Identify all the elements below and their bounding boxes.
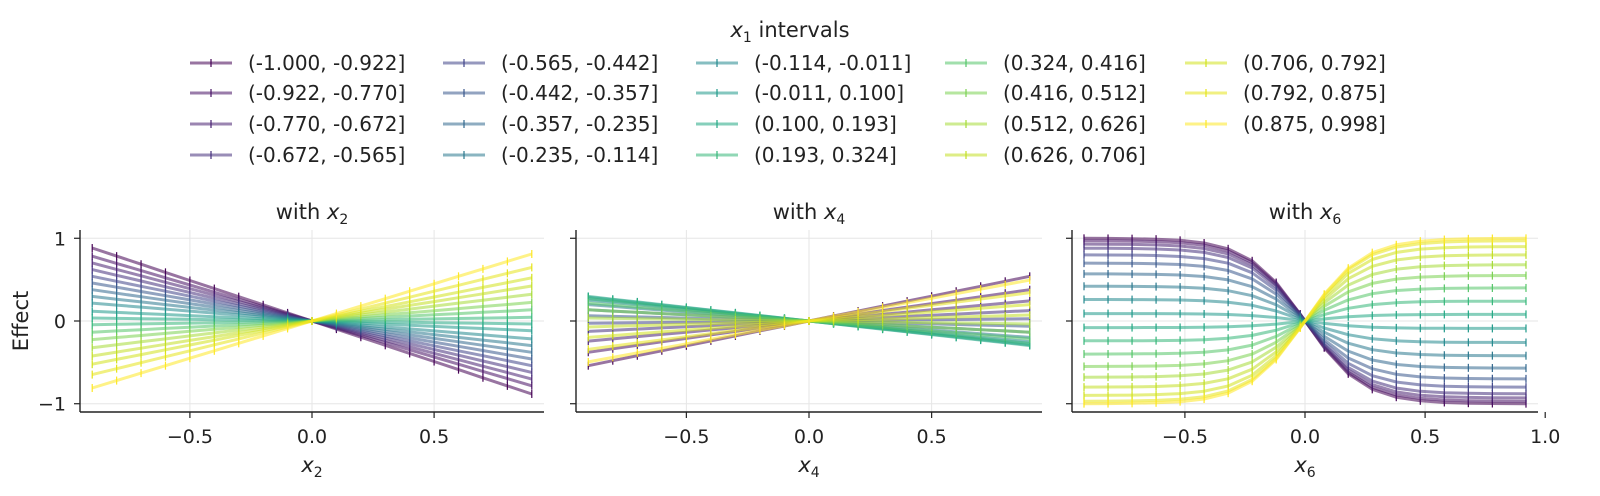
title-prefix: with <box>773 200 824 224</box>
title-prefix: with <box>276 200 327 224</box>
x-tick-label: 0.0 <box>1290 426 1320 448</box>
title-subscript: 2 <box>339 212 348 228</box>
x-tick-label: 0.5 <box>1410 426 1440 448</box>
legend-label: (0.100, 0.193] <box>754 112 897 136</box>
x-tick-label: 0.0 <box>297 426 327 448</box>
x-axis-label: x6 <box>1293 453 1315 481</box>
legend-entry: (0.792, 0.875] <box>1185 81 1386 105</box>
legend-label: (-0.442, -0.357] <box>501 81 658 105</box>
legend-entry: (-0.770, -0.672] <box>190 112 405 136</box>
legend-label: (0.706, 0.792] <box>1243 51 1386 75</box>
x-tick-label: 0.5 <box>917 426 947 448</box>
y-tick-label: 1 <box>54 228 66 250</box>
legend-label: (-0.114, -0.011] <box>754 51 911 75</box>
legend-label: (-0.672, -0.565] <box>248 143 405 167</box>
x-tick-label: −0.5 <box>167 426 213 448</box>
legend-label: (0.626, 0.706] <box>1003 143 1146 167</box>
legend-entry: (-0.672, -0.565] <box>190 143 405 167</box>
legend-entry: (0.416, 0.512] <box>945 81 1146 105</box>
legend-entry: (-0.114, -0.011] <box>696 51 911 75</box>
x-tick-label: 0.5 <box>419 426 449 448</box>
title-var: x <box>823 200 837 224</box>
x-label-subscript: 4 <box>811 465 820 481</box>
legend-label: (0.875, 0.998] <box>1243 112 1386 136</box>
legend-label: (-0.770, -0.672] <box>248 112 405 136</box>
y-tick-label: 0 <box>54 311 66 333</box>
legend-label: (-0.565, -0.442] <box>501 51 658 75</box>
legend-label: (0.193, 0.324] <box>754 143 897 167</box>
legend-entry: (0.706, 0.792] <box>1185 51 1386 75</box>
legend-entry: (-0.442, -0.357] <box>443 81 658 105</box>
x-axis-label: x4 <box>797 453 819 481</box>
legend-label: (0.416, 0.512] <box>1003 81 1146 105</box>
legend-title: x1 intervals <box>729 18 849 46</box>
x-label-subscript: 2 <box>314 465 323 481</box>
legend-entry: (-0.565, -0.442] <box>443 51 658 75</box>
y-axis-label: Effect <box>9 291 33 351</box>
title-subscript: 4 <box>836 212 845 228</box>
legend-entry: (-0.235, -0.114] <box>443 143 658 167</box>
legend-entry: (0.875, 0.998] <box>1185 112 1386 136</box>
x-tick-label: −0.5 <box>663 426 709 448</box>
subplot-title: with x2 <box>276 200 349 228</box>
legend-label: (-0.922, -0.770] <box>248 81 405 105</box>
x-label-var: x <box>1293 453 1307 477</box>
subplot-title: with x4 <box>773 200 846 228</box>
legend-entry: (0.100, 0.193] <box>696 112 897 136</box>
x-axis-label: x2 <box>300 453 322 481</box>
legend-entry: (0.512, 0.626] <box>945 112 1146 136</box>
legend-entry: (-0.922, -0.770] <box>190 81 405 105</box>
x-tick-label: 1.0 <box>1530 426 1560 448</box>
subplot-title: with x6 <box>1269 200 1342 228</box>
legend: x1 intervals (-1.000, -0.922] (-0.922, -0… <box>190 18 1386 167</box>
legend-entry: (-0.011, 0.100] <box>696 81 904 105</box>
title-var: x <box>1319 200 1333 224</box>
legend-label: (0.324, 0.416] <box>1003 51 1146 75</box>
x-label-subscript: 6 <box>1307 465 1316 481</box>
legend-label: (-1.000, -0.922] <box>248 51 405 75</box>
legend-entry: (-1.000, -0.922] <box>190 51 405 75</box>
x-tick-label: −0.5 <box>1162 426 1208 448</box>
legend-entry: (-0.357, -0.235] <box>443 112 658 136</box>
legend-label: (0.512, 0.626] <box>1003 112 1146 136</box>
x-tick-label: 0.0 <box>794 426 824 448</box>
legend-entry: (0.626, 0.706] <box>945 143 1146 167</box>
legend-label: (0.792, 0.875] <box>1243 81 1386 105</box>
legend-entry: (0.324, 0.416] <box>945 51 1146 75</box>
title-subscript: 6 <box>1332 212 1341 228</box>
x-label-var: x <box>300 453 314 477</box>
y-tick-label: −1 <box>38 394 66 416</box>
legend-label: (-0.011, 0.100] <box>754 81 904 105</box>
title-prefix: with <box>1269 200 1320 224</box>
legend-label: (-0.357, -0.235] <box>501 112 658 136</box>
legend-entry: (0.193, 0.324] <box>696 143 897 167</box>
x-label-var: x <box>797 453 811 477</box>
legend-label: (-0.235, -0.114] <box>501 143 658 167</box>
title-var: x <box>326 200 340 224</box>
